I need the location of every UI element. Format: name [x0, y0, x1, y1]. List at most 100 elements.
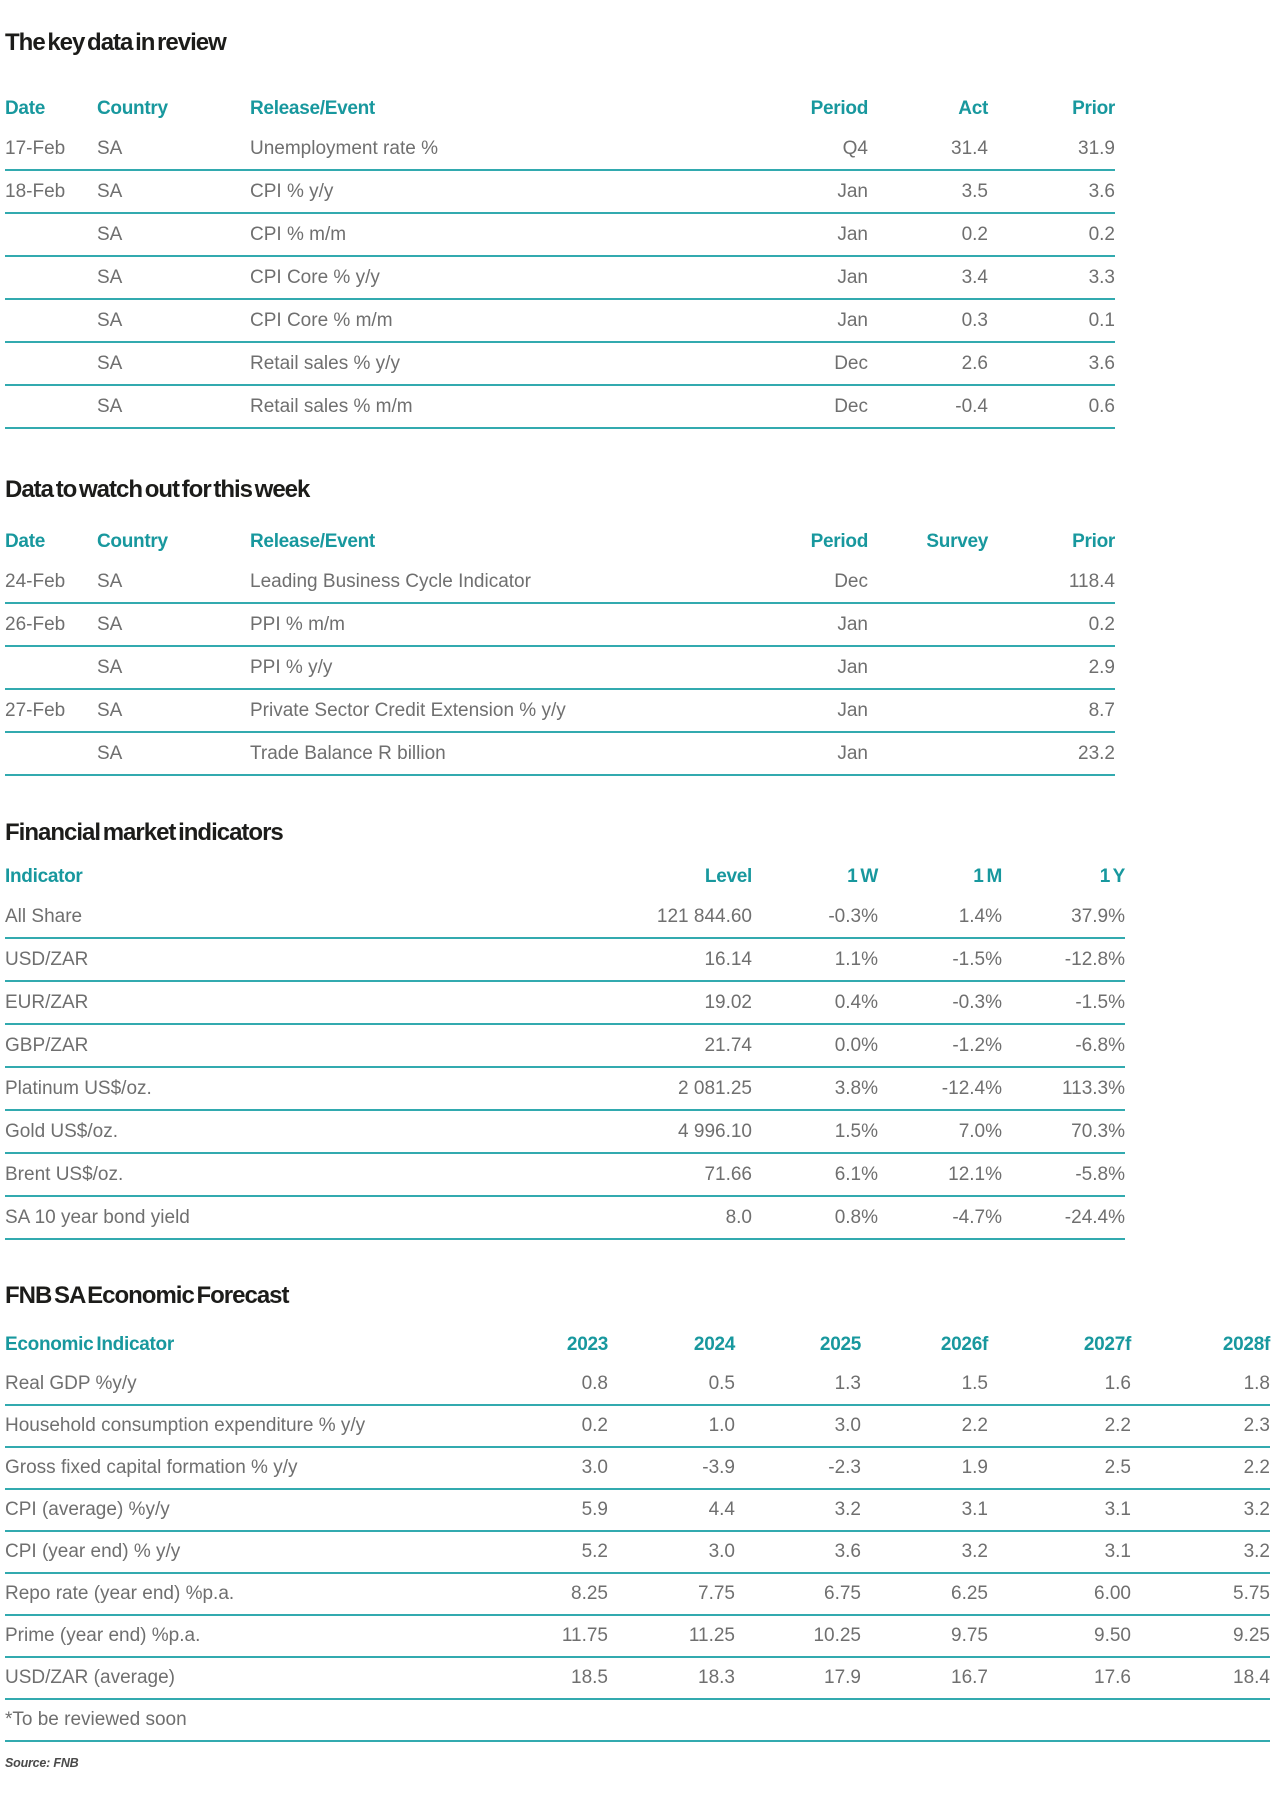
table-cell: 8.0 — [725, 1206, 752, 1228]
section-financial-market-indicators: Financial market indicators Indicator Lev… — [0, 818, 1280, 1240]
table-cell: Jan — [837, 180, 868, 202]
table-cell: 18-Feb — [5, 180, 66, 202]
table-cell: Platinum US$/oz. — [5, 1077, 152, 1099]
table-cell: -2.3 — [828, 1457, 861, 1478]
source-note: Source: FNB — [5, 1756, 79, 1770]
table-cell: PPI % y/y — [250, 656, 333, 678]
column-header: Prior — [1072, 531, 1115, 552]
table-cell: 5.75 — [1233, 1583, 1270, 1604]
table-row: 27-Feb SA Private Sector Credit Extension … — [5, 690, 1115, 733]
table-cell: SA — [97, 137, 123, 159]
table-cell: Jan — [837, 223, 868, 245]
table-cell: 5.2 — [581, 1541, 608, 1562]
table-row: Platinum US$/oz. 2 081.25 3.8% -12.4% 113.3% — [5, 1068, 1125, 1111]
table-cell: SA — [97, 180, 123, 202]
table-cell: 2.9 — [1088, 656, 1115, 678]
table-cell: -12.4% — [941, 1077, 1002, 1099]
table-cell: 12.1% — [948, 1163, 1002, 1185]
table-cell: CPI % m/m — [250, 223, 347, 245]
table-cell: 17-Feb — [5, 137, 66, 159]
table-cell: SA — [97, 309, 123, 331]
table-cell: 2.3 — [1243, 1415, 1270, 1436]
table-cell: 0.2 — [1088, 613, 1115, 635]
column-header: Period — [810, 531, 869, 552]
section-data-to-watch: Data to watch out for this week Date Coun… — [0, 475, 1280, 776]
column-header: Period — [810, 98, 869, 119]
table-cell: 3.1 — [1104, 1499, 1131, 1520]
key-data-table: Date Country Release/Event Period Act Prior 17… — [5, 90, 1280, 429]
table-cell: 1.5% — [834, 1120, 878, 1142]
table-cell: CPI % y/y — [250, 180, 334, 202]
column-header: 2028f — [1222, 1334, 1270, 1355]
table-row: Real GDP %y/y 0.8 0.5 1.3 1.5 1.6 1.8 — [5, 1364, 1270, 1406]
table-cell: 70.3% — [1071, 1120, 1125, 1142]
section-economic-forecast: FNB SA Economic Forecast Economic Indica… — [0, 1281, 1280, 1742]
table-cell: -3.9 — [702, 1457, 735, 1478]
table-cell: -0.3% — [828, 905, 878, 927]
table-cell: SA 10 year bond yield — [5, 1206, 190, 1228]
table-cell: 0.6 — [1088, 395, 1115, 417]
column-header: Indicator — [5, 866, 83, 887]
table-row: Repo rate (year end) %p.a. 8.25 7.75 6.75 6.… — [5, 1574, 1270, 1616]
table-row: SA CPI Core % m/m Jan 0.3 0.1 — [5, 300, 1115, 343]
table-row: SA Retail sales % y/y Dec 2.6 3.6 — [5, 343, 1115, 386]
table-cell: All Share — [5, 905, 83, 927]
table-cell: Real GDP %y/y — [5, 1373, 137, 1394]
column-header: Country — [97, 98, 168, 119]
table-cell: 0.2 — [961, 223, 988, 245]
table-cell: 0.1 — [1088, 309, 1115, 331]
table-cell: SA — [97, 352, 123, 374]
table-row: 26-Feb SA PPI % m/m Jan 0.2 — [5, 604, 1115, 647]
table-cell: 0.8% — [834, 1206, 878, 1228]
section-title-financial-markets: Financial market indicators — [5, 819, 284, 846]
table-cell: Gold US$/oz. — [5, 1120, 118, 1142]
table-row: 17-Feb SA Unemployment rate % Q4 31.4 31.9 — [5, 128, 1115, 171]
table-cell: 0.3 — [961, 309, 988, 331]
table-cell: Household consumption expenditure % y/y — [5, 1415, 366, 1436]
table-cell: Private Sector Credit Extension % y/y — [250, 699, 566, 721]
table-cell: -0.4 — [955, 395, 988, 417]
column-header: Date — [5, 98, 45, 119]
column-header: 2025 — [819, 1334, 861, 1355]
table-row: Date Country Release/Event Period Survey Prio… — [5, 523, 1115, 561]
table-cell: 3.1 — [961, 1499, 988, 1520]
table-cell: 3.2 — [1243, 1499, 1270, 1520]
table-row: SA 10 year bond yield 8.0 0.8% -4.7% -24.4% — [5, 1197, 1125, 1240]
table-cell: 17.9 — [824, 1667, 861, 1688]
table-cell: Jan — [837, 656, 868, 678]
table-cell: GBP/ZAR — [5, 1034, 89, 1056]
table-cell: 113.3% — [1061, 1077, 1125, 1099]
table-cell: Trade Balance R billion — [250, 742, 446, 764]
column-header: 2024 — [693, 1334, 735, 1355]
table-cell: 18.3 — [698, 1667, 735, 1688]
table-cell: 3.6 — [1088, 352, 1115, 374]
table-cell: 27-Feb — [5, 699, 66, 721]
column-header: Economic Indicator — [5, 1334, 174, 1355]
table-cell: 31.4 — [951, 137, 988, 159]
table-cell: 18.5 — [571, 1667, 608, 1688]
column-header: Act — [958, 98, 988, 119]
table-cell: SA — [97, 395, 123, 417]
table-footnote-row: *To be reviewed soon — [5, 1700, 1270, 1742]
table-cell: CPI Core % m/m — [250, 309, 393, 331]
column-header: Prior — [1072, 98, 1115, 119]
table-cell: -1.5% — [952, 948, 1002, 970]
table-row: USD/ZAR 16.14 1.1% -1.5% -12.8% — [5, 939, 1125, 982]
table-cell: 0.0% — [834, 1034, 878, 1056]
table-cell: 3.1 — [1104, 1541, 1131, 1562]
table-cell: CPI Core % y/y — [250, 266, 380, 288]
table-footnote: *To be reviewed soon — [5, 1709, 187, 1730]
table-cell: 3.8% — [834, 1077, 878, 1099]
table-cell: 0.2 — [581, 1415, 608, 1436]
table-cell: 3.2 — [1243, 1541, 1270, 1562]
table-cell: 7.75 — [698, 1583, 735, 1604]
table-row: SA CPI % m/m Jan 0.2 0.2 — [5, 214, 1115, 257]
table-row: SA PPI % y/y Jan 2.9 — [5, 647, 1115, 690]
column-header: 1 W — [847, 866, 878, 887]
table-cell: 26-Feb — [5, 613, 66, 635]
table-row: CPI (year end) % y/y 5.2 3.0 3.6 3.2 3.1 3.2 — [5, 1532, 1270, 1574]
table-cell: 3.0 — [834, 1415, 861, 1436]
column-header: Level — [704, 866, 752, 887]
table-cell: Dec — [834, 395, 868, 417]
table-cell: EUR/ZAR — [5, 991, 89, 1013]
